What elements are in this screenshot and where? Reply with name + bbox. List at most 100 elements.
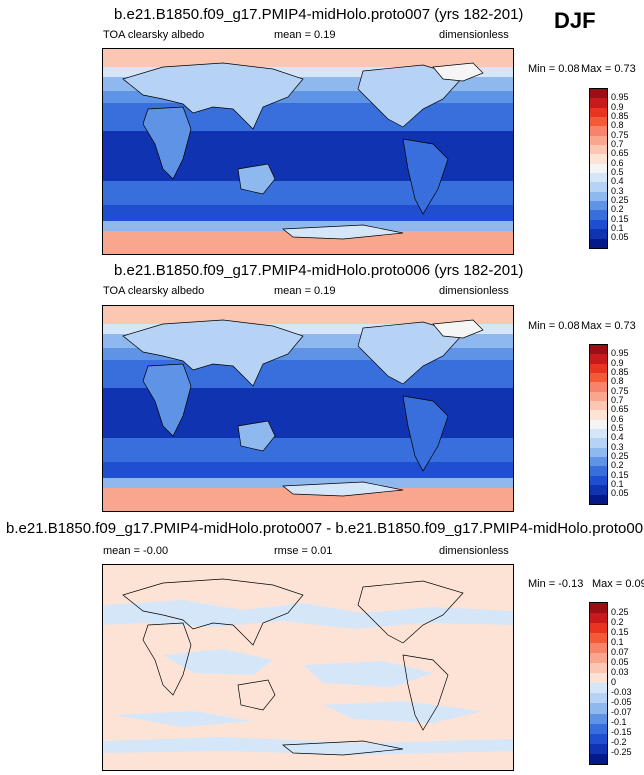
panel2-colorbar-swatch	[590, 419, 607, 430]
panel3-colorbar-swatch	[590, 723, 607, 734]
panel1-colorbar-label: 0.65	[611, 148, 629, 158]
panel3-colorbar-label: 0.07	[611, 647, 629, 657]
panel2-colorbar-label: 0.75	[611, 386, 629, 396]
panel2-colorbar-label: 0.25	[611, 451, 629, 461]
panel3-colorbar-swatch	[590, 643, 607, 654]
panel2-colorbar-swatch	[590, 475, 607, 486]
panel2-colorbar	[589, 344, 608, 505]
panel3-colorbar-label: -0.03	[611, 687, 632, 697]
panel3-colorbar-label: -0.15	[611, 727, 632, 737]
panel2-colorbar-swatch	[590, 410, 607, 420]
panel2-colorbar-swatch	[590, 345, 607, 355]
panel3-map	[102, 564, 514, 771]
panel1-colorbar-swatch	[590, 182, 607, 192]
panel1-colorbar-label: 0.3	[611, 186, 624, 196]
panel2-title: b.e21.B1850.f09_g17.PMIP4-midHolo.proto0…	[114, 262, 524, 279]
panel2-colorbar-swatch	[590, 447, 607, 458]
panel2-colorbar-label: 0.85	[611, 367, 629, 377]
panel2-colorbar-swatch	[590, 457, 607, 467]
panel3-colorbar-label: 0.15	[611, 627, 629, 637]
panel3-units: dimensionless	[439, 545, 509, 557]
panel3-colorbar-label: 0.2	[611, 617, 624, 627]
panel3-colorbar-swatch	[590, 703, 607, 714]
panel1-colorbar-swatch	[590, 173, 607, 183]
panel1-colorbar-swatch	[590, 98, 607, 108]
panel3-colorbar-label: 0.03	[611, 667, 629, 677]
panel1-colorbar-swatch	[590, 219, 607, 230]
panel2-colorbar-label: 0.65	[611, 404, 629, 414]
panel3-colorbar-swatch	[590, 663, 607, 674]
panel3-colorbar-label: -0.1	[611, 717, 627, 727]
panel3-colorbar-swatch	[590, 653, 607, 664]
panel1-colorbar-swatch	[590, 229, 607, 239]
panel3-title: b.e21.B1850.f09_g17.PMIP4-midHolo.proto0…	[6, 520, 644, 537]
panel3-colorbar-swatch	[590, 733, 607, 744]
panel2-colorbar-swatch	[590, 373, 607, 383]
panel3-colorbar-swatch	[590, 623, 607, 634]
panel1-colorbar-label: 0.25	[611, 195, 629, 205]
panel3-max: Max = 0.09	[592, 578, 644, 590]
panel2-colorbar-swatch	[590, 363, 607, 374]
panel1-colorbar	[589, 88, 608, 249]
panel3-colorbar-swatch	[590, 603, 607, 614]
panel2-colorbar-swatch	[590, 382, 607, 392]
panel3-rmse: rmse = 0.01	[274, 545, 333, 557]
panel1-colorbar-label: 0.8	[611, 120, 624, 130]
panel2-colorbar-label: 0.8	[611, 376, 624, 386]
panel3-colorbar-label: 0	[611, 677, 617, 687]
panel2-colorbar-label: 0.6	[611, 414, 624, 424]
panel3-colorbar-label: -0.2	[611, 737, 627, 747]
panel3-colorbar-swatch	[590, 683, 607, 694]
panel1-mean: mean = 0.19	[274, 29, 336, 41]
panel2-units: dimensionless	[439, 285, 509, 297]
panel1-variable-label: TOA clearsky albedo	[103, 29, 205, 41]
panel3-colorbar-label: 0.25	[611, 607, 629, 617]
panel2-colorbar-label: 0.7	[611, 395, 624, 405]
panel2-colorbar-label: 0.9	[611, 358, 624, 368]
panel1-colorbar-label: 0.4	[611, 176, 624, 186]
panel1-colorbar-swatch	[590, 135, 607, 146]
panel2-colorbar-swatch	[590, 401, 607, 411]
panel1-colorbar-swatch	[590, 117, 607, 127]
panel3-colorbar-swatch	[590, 633, 607, 644]
panel3-colorbar-label: 0.1	[611, 637, 624, 647]
panel1-colorbar-label: 0.15	[611, 214, 629, 224]
panel1-colorbar-swatch	[590, 126, 607, 136]
panel1-colorbar-swatch	[590, 145, 607, 155]
panel3-colorbar-swatch	[590, 753, 607, 764]
panel2-colorbar-swatch	[590, 438, 607, 448]
panel1-colorbar-swatch	[590, 201, 607, 211]
panel1-colorbar-swatch	[590, 238, 607, 248]
panel2-colorbar-label: 0.95	[611, 348, 629, 358]
panel1-colorbar-label: 0.7	[611, 139, 624, 149]
panel2-colorbar-swatch	[590, 429, 607, 439]
panel2-colorbar-label: 0.05	[611, 488, 629, 498]
panel2-colorbar-swatch	[590, 466, 607, 476]
panel1-title: b.e21.B1850.f09_g17.PMIP4-midHolo.proto0…	[114, 6, 524, 23]
panel3-colorbar-label: -0.25	[611, 747, 632, 757]
panel1-colorbar-label: 0.05	[611, 232, 629, 242]
panel2-colorbar-swatch	[590, 354, 607, 364]
panel2-colorbar-swatch	[590, 494, 607, 504]
panel3-colorbar-swatch	[590, 693, 607, 704]
panel1-min: Min = 0.08	[528, 63, 580, 75]
panel2-colorbar-label: 0.15	[611, 470, 629, 480]
panel2-colorbar-swatch	[590, 485, 607, 495]
panel2-colorbar-label: 0.1	[611, 479, 624, 489]
panel2-colorbar-label: 0.2	[611, 460, 624, 470]
panel3-colorbar-swatch	[590, 673, 607, 684]
season-label: DJF	[554, 8, 596, 33]
panel1-colorbar-swatch	[590, 210, 607, 220]
panel3-colorbar-label: -0.07	[611, 707, 632, 717]
panel1-colorbar-swatch	[590, 107, 607, 118]
panel2-colorbar-label: 0.3	[611, 442, 624, 452]
panel3-min: Min = -0.13	[528, 578, 584, 590]
panel2-variable-label: TOA clearsky albedo	[103, 285, 205, 297]
panel3-colorbar-swatch	[590, 613, 607, 624]
panel1-max: Max = 0.73	[581, 63, 636, 75]
panel1-colorbar-swatch	[590, 154, 607, 164]
panel1-colorbar-label: 0.2	[611, 204, 624, 214]
panel3-colorbar-label: -0.05	[611, 697, 632, 707]
panel2-mean: mean = 0.19	[274, 285, 336, 297]
panel1-colorbar-swatch	[590, 163, 607, 174]
